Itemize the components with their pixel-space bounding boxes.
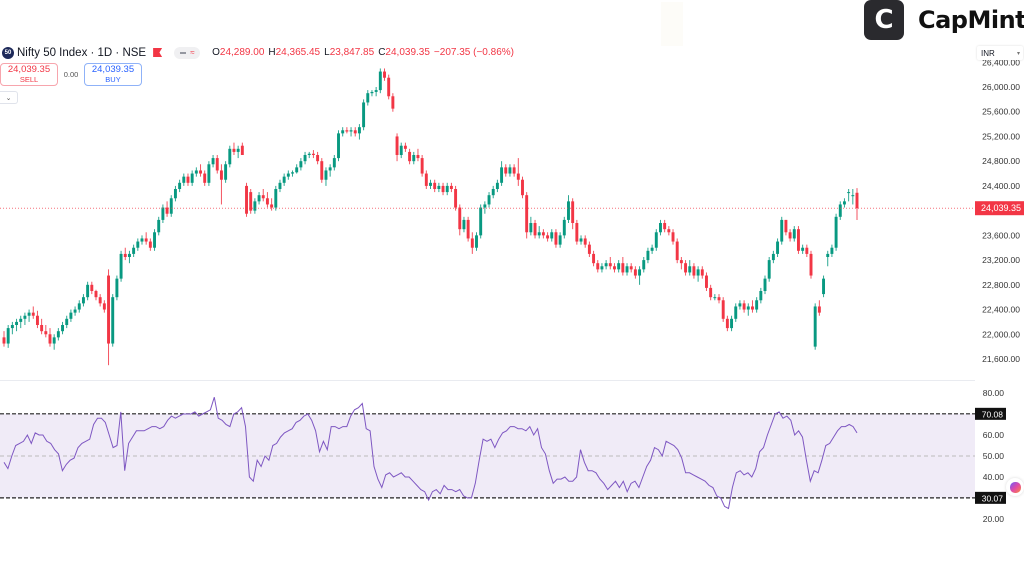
ai-assistant-button[interactable] bbox=[1006, 478, 1024, 496]
low-value: 23,847.85 bbox=[329, 47, 375, 58]
rsi-band-badge bbox=[975, 407, 1006, 420]
rsi-band-label: 70.08 bbox=[982, 409, 1004, 419]
buy-price: 24,039.35 bbox=[91, 63, 135, 75]
spread-value: 0.00 bbox=[63, 70, 79, 79]
close-value: 24,039.35 bbox=[385, 47, 430, 58]
candles bbox=[2, 68, 859, 366]
rsi-axis-label: 80.00 bbox=[983, 388, 1005, 398]
brain-icon bbox=[1009, 481, 1021, 493]
chevron-down-icon: ▾ bbox=[1016, 50, 1020, 57]
low-key: L bbox=[324, 47, 330, 58]
price-axis-label: 24,400.00 bbox=[982, 181, 1020, 191]
price-axis-label: 26,000.00 bbox=[982, 82, 1020, 92]
minus-icon bbox=[179, 51, 186, 54]
ohlc-values: O24,289.00 H24,365.45 L23,847.85 C24,039… bbox=[212, 47, 514, 58]
change-value: −207.35 (−0.86%) bbox=[433, 47, 514, 58]
brand-badge-icon: C bbox=[864, 0, 904, 40]
price-axis-label: 23,200.00 bbox=[982, 255, 1020, 265]
flag-icon[interactable] bbox=[153, 48, 162, 57]
rsi-axis-label: 50.00 bbox=[983, 451, 1005, 461]
last-price-label: 24,039.35 bbox=[981, 203, 1021, 213]
high-key: H bbox=[268, 47, 276, 58]
chevron-down-icon: ⌄ bbox=[5, 94, 12, 102]
brand-name: CapMint bbox=[918, 6, 1024, 34]
currency-select[interactable]: INR ▾ bbox=[977, 46, 1023, 60]
currency-label: INR bbox=[981, 48, 995, 58]
brand-logo: C CapMint bbox=[864, 0, 1024, 40]
chart-legend: 50 Nifty 50 Index · 1D · NSE ≈ O24,289.0… bbox=[2, 45, 514, 60]
open-key: O bbox=[212, 47, 220, 58]
rsi-band-badge bbox=[975, 491, 1006, 504]
pane-divider[interactable] bbox=[0, 380, 975, 381]
price-axis-label: 21,600.00 bbox=[982, 354, 1020, 364]
price-axis-label: 25,200.00 bbox=[982, 131, 1020, 141]
close-key: C bbox=[378, 47, 386, 58]
price-axis-label: 26,400.00 bbox=[982, 57, 1020, 67]
sell-label: SELL bbox=[19, 74, 39, 84]
trade-panel: 24,039.35 SELL 0.00 24,039.35 BUY bbox=[0, 63, 142, 86]
faint-placeholder bbox=[661, 2, 683, 46]
approx-icon: ≈ bbox=[190, 47, 195, 57]
indicator-toggle[interactable]: ≈ bbox=[174, 46, 201, 59]
buy-button[interactable]: 24,039.35 BUY bbox=[84, 63, 142, 86]
rsi-axis-label: 20.00 bbox=[983, 514, 1005, 524]
price-axis-label: 22,800.00 bbox=[982, 280, 1020, 290]
buy-label: BUY bbox=[105, 74, 121, 84]
price-axis-label: 23,600.00 bbox=[982, 230, 1020, 240]
price-axis-label: 22,400.00 bbox=[982, 305, 1020, 315]
last-price-badge bbox=[975, 201, 1024, 216]
rsi-band-label: 30.07 bbox=[982, 493, 1004, 503]
rsi-line bbox=[3, 397, 858, 510]
rsi-axis-label: 40.00 bbox=[983, 472, 1005, 482]
symbol-title[interactable]: Nifty 50 Index · 1D · NSE bbox=[17, 46, 147, 59]
price-axis-label: 22,000.00 bbox=[982, 329, 1020, 339]
rsi-axis-label: 60.00 bbox=[983, 430, 1005, 440]
price-axis-label: 24,800.00 bbox=[982, 156, 1020, 166]
open-value: 24,289.00 bbox=[219, 47, 265, 58]
sell-button[interactable]: 24,039.35 SELL bbox=[0, 63, 58, 86]
symbol-logo-icon: 50 bbox=[2, 46, 14, 59]
high-value: 24,365.45 bbox=[275, 47, 321, 58]
price-axis-label: 25,600.00 bbox=[982, 107, 1020, 117]
collapse-legend-button[interactable]: ⌄ bbox=[0, 91, 18, 104]
sell-price: 24,039.35 bbox=[7, 63, 51, 75]
